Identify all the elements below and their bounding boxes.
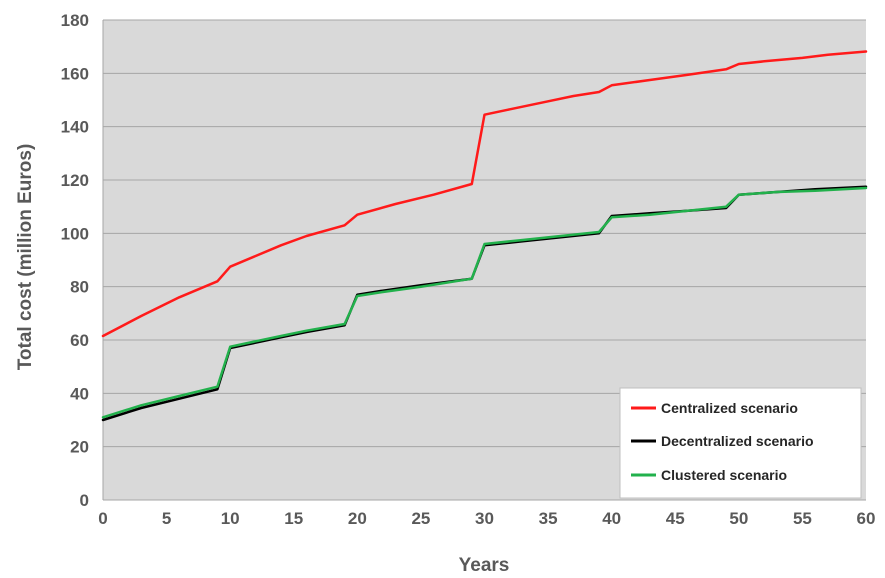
y-tick-label: 180 (61, 11, 89, 30)
y-tick-label: 100 (61, 224, 89, 243)
legend-label-clustered: Clustered scenario (661, 467, 787, 483)
x-tick-label: 50 (729, 509, 748, 528)
x-tick-label: 5 (162, 509, 171, 528)
series-line-clustered (101, 186, 868, 419)
y-tick-label: 80 (70, 278, 89, 297)
x-tick-label: 40 (602, 509, 621, 528)
y-tick-labels: 0 20 40 60 80 100 120 140 160 180 (61, 11, 89, 510)
series-line-centralized (101, 50, 868, 338)
y-axis-title: Total cost (million Euros) (15, 144, 36, 371)
legend-box (619, 387, 862, 499)
legend-label-decentralized: Decentralized scenario (661, 433, 814, 449)
x-tick-label: 25 (411, 509, 430, 528)
x-tick-label: 60 (857, 509, 876, 528)
x-tick-label: 55 (793, 509, 812, 528)
x-tick-label: 10 (221, 509, 240, 528)
y-tick-label: 120 (61, 171, 89, 190)
x-tick-label: 15 (284, 509, 303, 528)
legend-label-centralized: Centralized scenario (661, 400, 798, 416)
x-tick-labels: 0 5 10 15 20 25 30 35 40 45 50 55 60 (98, 509, 875, 528)
y-tick-label: 20 (70, 438, 89, 457)
y-tick-label: 160 (61, 64, 89, 83)
legend: Centralized scenario Decentralized scena… (619, 387, 862, 499)
x-tick-label: 45 (666, 509, 685, 528)
x-axis-title: Years (459, 555, 510, 576)
x-tick-label: 30 (475, 509, 494, 528)
y-tick-label: 140 (61, 118, 89, 137)
series-lines (101, 50, 868, 422)
x-tick-label: 20 (348, 509, 367, 528)
y-tick-label: 60 (70, 331, 89, 350)
y-tick-label: 0 (80, 491, 89, 510)
x-tick-label: 35 (539, 509, 558, 528)
x-tick-label: 0 (98, 509, 107, 528)
y-tick-label: 40 (70, 384, 89, 403)
